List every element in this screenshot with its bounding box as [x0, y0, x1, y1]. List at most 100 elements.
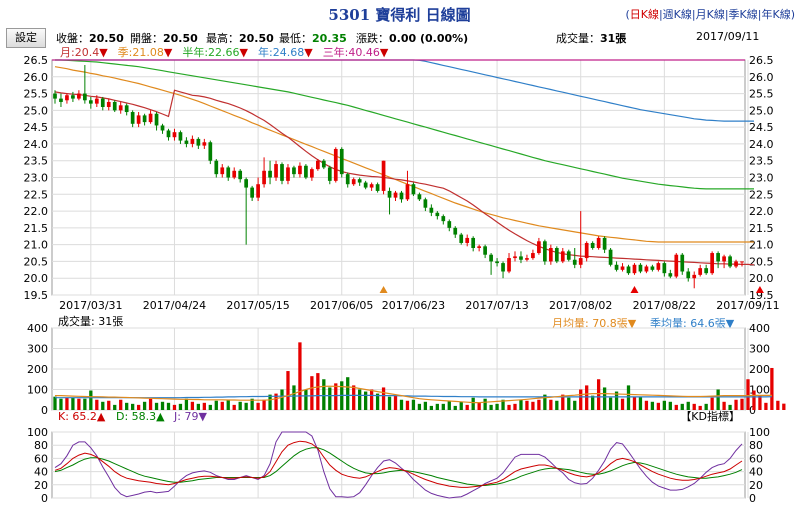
- candle-body: [447, 221, 452, 228]
- change-value: 0.00 (0.00%): [389, 32, 469, 45]
- candle-body: [638, 264, 643, 272]
- ma-legend-label: 月:20.4: [60, 46, 100, 59]
- kd-header-k: K: 65.2▲: [58, 410, 106, 423]
- candle-body: [626, 266, 631, 274]
- volume-bar: [77, 398, 81, 410]
- candle-body: [71, 95, 75, 99]
- volume-bar: [65, 397, 69, 410]
- candle-body: [471, 237, 476, 248]
- volume-bar: [417, 403, 422, 410]
- volume-bar: [369, 389, 374, 410]
- candle-body: [710, 253, 714, 274]
- volume-bar: [393, 395, 398, 410]
- price-axis-tick-left: 26.5: [24, 54, 49, 67]
- volume-bar: [238, 401, 242, 410]
- candle-body: [345, 174, 350, 185]
- candle-body: [722, 256, 726, 262]
- candle-body: [154, 113, 159, 126]
- volume-bar: [196, 403, 201, 410]
- candle-body: [190, 138, 195, 144]
- open-label: 開盤：: [130, 32, 163, 45]
- close-value: 20.50: [89, 32, 124, 45]
- period-seasonal-link[interactable]: 季K線: [728, 8, 758, 21]
- price-axis-tick-right: 25.0: [749, 104, 774, 117]
- volume-bar: [387, 396, 392, 410]
- volume-bar: [555, 400, 559, 410]
- period-monthly-link[interactable]: 月K線: [695, 8, 725, 21]
- candle-body: [674, 254, 679, 277]
- kd-d-line: [54, 447, 743, 486]
- volume-axis-tick-right: 100: [749, 384, 770, 397]
- candle-body: [339, 148, 344, 175]
- period-yearly-link[interactable]: 年K線: [761, 8, 791, 21]
- candle-body: [435, 212, 440, 217]
- volume-bar: [154, 402, 159, 410]
- price-axis-tick-right: 26.0: [749, 71, 774, 84]
- volume-bar: [268, 394, 272, 410]
- date-axis-tick: 2017/06/23: [382, 299, 445, 312]
- settings-button[interactable]: 設定: [6, 28, 46, 48]
- candle-body: [459, 234, 464, 243]
- candle-body: [399, 192, 404, 200]
- candle-body: [327, 167, 332, 181]
- candle-body: [453, 227, 458, 235]
- volume-bar: [710, 397, 714, 410]
- event-marker: [755, 286, 764, 293]
- candle-body: [680, 254, 685, 272]
- volume-bar: [346, 377, 350, 410]
- candle-body: [716, 253, 720, 262]
- date-axis-tick: 2017/08/02: [549, 299, 612, 312]
- kd-indicator-title: 【KD指標】: [680, 409, 740, 423]
- date-axis-tick: 2017/05/15: [226, 299, 289, 312]
- price-axis-tick-right: 26.5: [749, 54, 774, 67]
- volume-bar: [513, 403, 517, 410]
- candle-body: [304, 165, 308, 178]
- volume-bar: [172, 404, 177, 410]
- volume-bar: [71, 397, 75, 410]
- candle-body: [602, 237, 607, 250]
- candle-body: [596, 237, 601, 248]
- volume-bar: [166, 402, 171, 410]
- candle-body: [560, 251, 565, 262]
- volume-bar: [680, 403, 684, 410]
- candle-body: [501, 263, 505, 272]
- candle-body: [423, 199, 428, 208]
- volume-quote: 成交量：31張: [556, 30, 626, 46]
- volume-bar: [184, 398, 189, 410]
- candle-body: [130, 112, 135, 124]
- price-axis-tick-right: 20.5: [749, 255, 774, 268]
- candle-body: [495, 261, 499, 264]
- candle-body: [483, 246, 487, 255]
- volume-season-average-line: [55, 394, 772, 399]
- price-axis-tick-left: 22.0: [24, 205, 49, 218]
- volume-bar: [214, 400, 218, 410]
- period-daily-link[interactable]: 日K線: [629, 8, 659, 21]
- ma-legend-arrow: ▼: [304, 46, 313, 59]
- volume-axis-tick-left: 0: [41, 404, 48, 417]
- date-axis-tick: 2017/06/05: [310, 299, 373, 312]
- kd-axis-tick-right: 40: [749, 466, 763, 479]
- volume-bar: [148, 398, 153, 410]
- candle-body: [489, 254, 493, 262]
- volume-bar: [232, 404, 236, 410]
- period-weekly-link[interactable]: 週K線: [662, 8, 692, 21]
- volume-bar: [591, 395, 595, 410]
- candle-body: [286, 167, 290, 181]
- price-axis-tick-right: 21.5: [749, 222, 774, 235]
- candle-body: [387, 190, 392, 198]
- event-marker: [379, 286, 388, 293]
- candle-body: [83, 93, 87, 101]
- candle-body: [351, 179, 356, 185]
- candle-body: [686, 271, 691, 279]
- candle-body: [357, 179, 362, 183]
- candle-body: [214, 160, 219, 175]
- volume-bar: [262, 399, 266, 410]
- volume-bar: [626, 385, 631, 410]
- candle-body: [292, 167, 296, 175]
- volume-bar: [561, 394, 565, 410]
- open-quote: 開盤：20.50: [130, 30, 198, 46]
- candle-body: [590, 242, 595, 248]
- volume-bar: [328, 387, 332, 410]
- volume-bar: [632, 396, 637, 410]
